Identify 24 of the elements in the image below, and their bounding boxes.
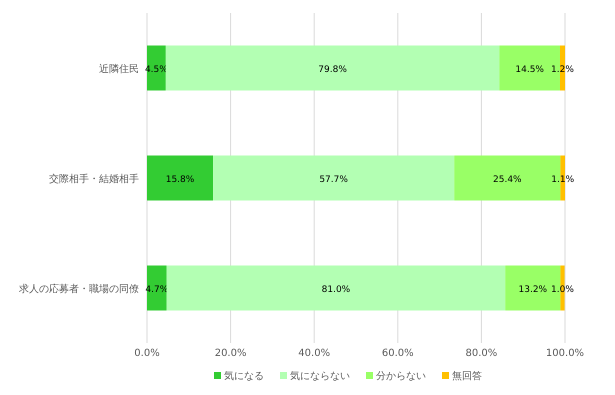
bar xyxy=(166,46,500,90)
y-tick-label: 求人の応募者・職場の同僚 xyxy=(19,283,139,295)
bar xyxy=(147,156,214,200)
data-label: 81.0% xyxy=(322,285,351,295)
data-label: 79.8% xyxy=(318,65,348,75)
data-label: 13.2% xyxy=(518,285,548,295)
legend-label: 分からない xyxy=(376,370,426,382)
x-tick-label: 80.0% xyxy=(466,348,498,359)
x-tick-label: 100.0% xyxy=(546,348,584,359)
legend-label: 気にならない xyxy=(290,371,350,382)
y-tick-label: 近隣住民 xyxy=(99,63,139,75)
data-label: 57.7% xyxy=(319,175,348,185)
legend-label: 無回答 xyxy=(452,370,482,382)
x-tick-label: 20.0% xyxy=(214,348,246,359)
bar xyxy=(166,266,506,310)
y-tick-label: 交際相手・結婚相手 xyxy=(49,173,139,185)
data-label: 14.5% xyxy=(515,65,544,75)
data-label: 25.4% xyxy=(493,175,522,185)
legend-label: 気になる xyxy=(224,371,264,382)
x-tick-label: 0.0% xyxy=(134,348,160,359)
data-label: 15.8% xyxy=(166,175,195,185)
x-tick-label: 40.0% xyxy=(298,348,330,359)
bar xyxy=(213,156,454,200)
x-tick-label: 60.0% xyxy=(382,348,414,359)
